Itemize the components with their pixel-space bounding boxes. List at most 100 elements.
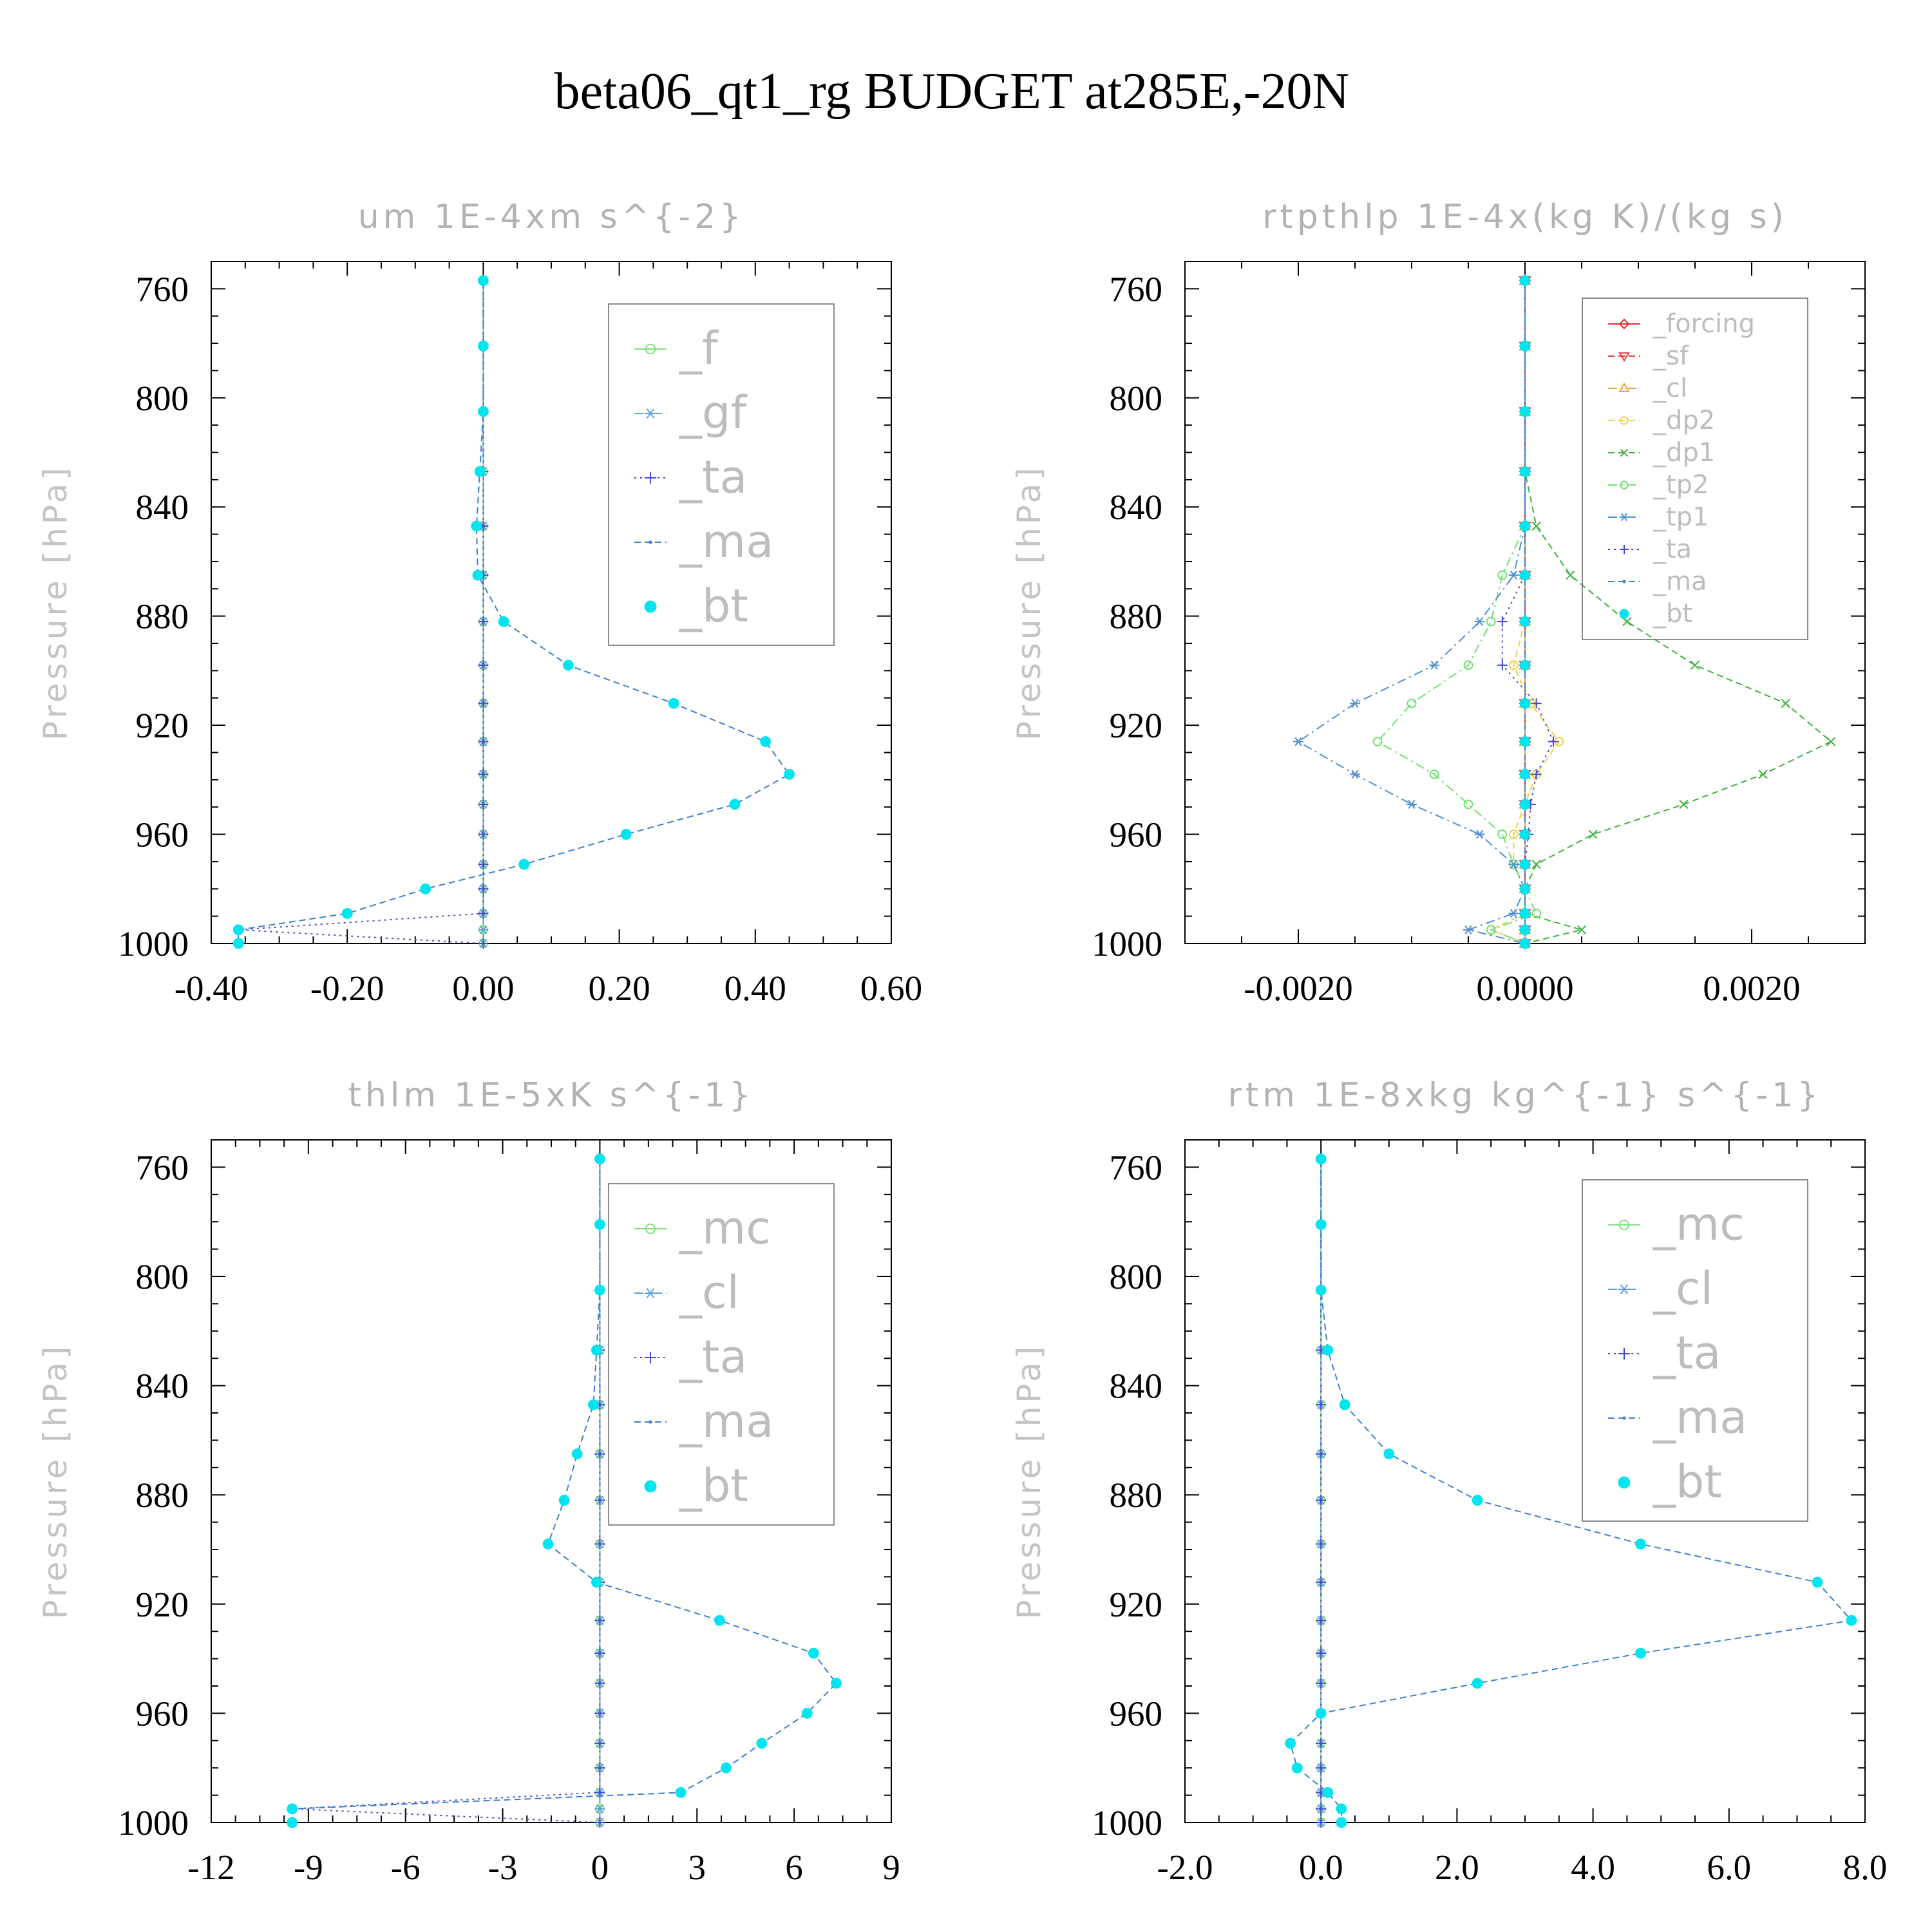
data-point	[341, 908, 353, 919]
data-point	[591, 1577, 602, 1588]
data-point	[675, 1786, 687, 1798]
data-point	[729, 799, 741, 810]
data-point	[478, 859, 489, 870]
data-point	[1316, 1615, 1327, 1626]
data-point	[478, 275, 489, 287]
y-tick-label: 840	[1110, 1367, 1163, 1406]
x-tick-label: -3	[488, 1848, 518, 1887]
legend-label: _bt	[679, 1459, 748, 1512]
data-point	[1508, 860, 1519, 869]
x-tick-label: 6	[785, 1848, 803, 1887]
legend-label: _ma	[679, 515, 773, 568]
data-point	[1486, 925, 1496, 935]
data-point	[1350, 770, 1360, 779]
legend-marker	[645, 1288, 656, 1298]
data-point	[1519, 340, 1531, 352]
legend-label: _forcing	[1653, 309, 1755, 339]
x-tick-label: 0.0	[1299, 1848, 1343, 1887]
data-point	[831, 1678, 842, 1689]
data-point	[1519, 799, 1531, 810]
x-tick-label: 0.0020	[1703, 969, 1800, 1008]
data-point	[1316, 1817, 1327, 1828]
legend-label: _cl	[1653, 374, 1687, 403]
plot-frame	[1184, 1139, 1866, 1823]
legend-label: _mc	[1653, 1198, 1745, 1251]
x-tick-label: 6.0	[1707, 1848, 1751, 1887]
data-point	[478, 829, 489, 840]
data-point	[1293, 737, 1303, 746]
legend-label: _tp1	[1653, 502, 1709, 532]
data-point	[1497, 829, 1508, 839]
y-tick-label: 920	[1110, 706, 1163, 745]
x-tick-label: 4.0	[1571, 1848, 1615, 1887]
y-axis-label: Pressure [hPa]	[1010, 464, 1048, 741]
data-point	[1519, 659, 1531, 671]
x-tick-label: 3	[688, 1848, 706, 1887]
series-line	[1289, 1159, 1853, 1823]
y-tick-label: 880	[1110, 597, 1163, 636]
data-point	[1781, 699, 1790, 708]
y-tick-label: 800	[1110, 1257, 1163, 1296]
y-tick-label: 1000	[118, 1803, 189, 1842]
data-point	[471, 520, 482, 532]
legend-label: _ta	[1653, 1327, 1721, 1379]
legend: _mc _cl _ta _ma _bt	[1582, 1179, 1808, 1522]
data-point	[594, 1284, 605, 1296]
data-point	[478, 698, 489, 709]
data-point	[1509, 829, 1519, 839]
panel-title: rtpthlp 1E-4x(kg K)/(kg s)	[1262, 198, 1788, 236]
y-tick-label: 920	[136, 706, 189, 745]
data-point	[1508, 909, 1519, 918]
data-point	[594, 1219, 605, 1230]
data-point	[1336, 1817, 1347, 1828]
chart-panel-2: rtpthlp 1E-4x(kg K)/(kg s) Pressure [hPa]…	[1010, 198, 1866, 1008]
data-point	[1486, 616, 1496, 627]
data-point	[1472, 1495, 1483, 1506]
data-point	[1316, 1803, 1327, 1814]
data-point	[478, 938, 489, 949]
data-point	[756, 1738, 768, 1749]
data-point	[1548, 736, 1558, 747]
data-point	[1316, 1399, 1327, 1410]
legend-label: _ma	[679, 1395, 773, 1448]
data-point	[1316, 1539, 1327, 1549]
data-point	[478, 616, 489, 627]
data-point	[1519, 883, 1531, 895]
legend-box	[1582, 298, 1808, 640]
data-point	[1531, 521, 1541, 531]
x-tick-label: -6	[391, 1848, 421, 1887]
data-point	[232, 924, 244, 936]
legend-marker	[645, 343, 656, 355]
data-point	[1316, 1763, 1327, 1774]
data-point	[1519, 275, 1531, 287]
legend-marker	[1620, 545, 1629, 554]
legend-label: _tp2	[1653, 470, 1709, 500]
x-tick-label: -0.0020	[1244, 969, 1353, 1008]
series-bt	[1285, 1153, 1857, 1828]
data-point	[1531, 769, 1542, 780]
legend: _forcing_sf _cl _dp2 _dp1_tp2_tp1 _ta _ma _bt	[1582, 298, 1808, 640]
data-point	[1497, 659, 1508, 670]
data-point	[1315, 1284, 1327, 1296]
legend-box	[1582, 1179, 1808, 1522]
legend-marker	[1620, 416, 1629, 425]
data-point	[571, 1448, 583, 1460]
legend-label: _bt	[1653, 599, 1692, 629]
legend-label: _gf	[679, 386, 747, 439]
data-point	[594, 1804, 605, 1814]
data-point	[784, 768, 795, 780]
legend-marker	[1618, 1219, 1630, 1231]
chart-panel-1: um 1E-4xm s^{-2} Pressure [hPa] 760 800 840 8…	[37, 198, 922, 1008]
y-tick-label: 760	[136, 1148, 189, 1187]
data-point	[1316, 1738, 1327, 1749]
data-point	[1291, 1762, 1303, 1774]
x-tick-label: 0.20	[588, 969, 650, 1008]
data-point	[1519, 520, 1531, 532]
data-point	[594, 1708, 605, 1719]
data-point	[1372, 737, 1383, 746]
legend-marker	[1620, 448, 1629, 457]
data-point	[1531, 909, 1542, 918]
data-point	[1566, 571, 1575, 580]
data-point	[1577, 925, 1587, 934]
legend-box	[608, 1183, 835, 1526]
